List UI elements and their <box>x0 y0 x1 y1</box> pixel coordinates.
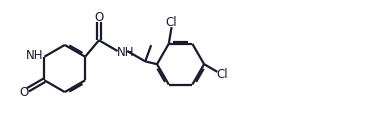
Text: Cl: Cl <box>216 68 228 81</box>
Text: NH: NH <box>116 46 134 59</box>
Text: O: O <box>19 86 28 99</box>
Text: NH: NH <box>26 49 44 62</box>
Text: Cl: Cl <box>166 16 177 29</box>
Text: O: O <box>94 11 104 24</box>
